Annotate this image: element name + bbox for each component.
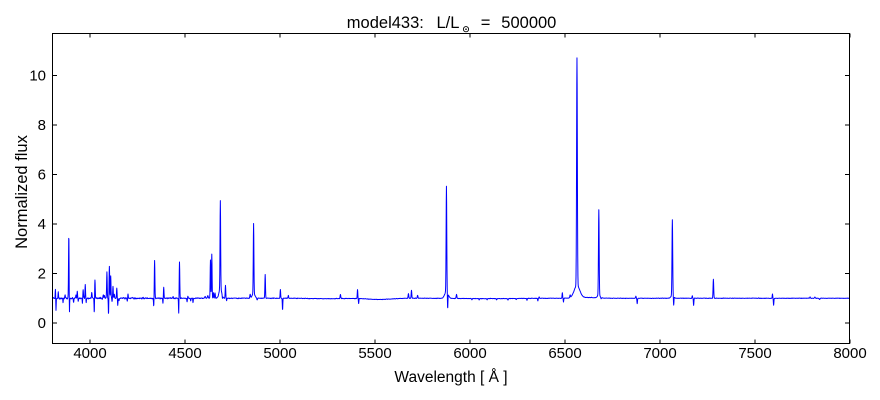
svg-text:model433:: model433:: [347, 14, 424, 32]
svg-text:500000: 500000: [501, 14, 556, 32]
svg-text:Wavelength [ Å ]: Wavelength [ Å ]: [394, 369, 507, 386]
svg-text:=: =: [481, 14, 491, 32]
svg-text:8000: 8000: [833, 345, 866, 362]
svg-text:4: 4: [38, 216, 46, 233]
svg-text:L/L: L/L: [437, 14, 460, 32]
svg-text:2: 2: [38, 266, 46, 283]
svg-text:4000: 4000: [73, 345, 106, 362]
svg-text:0: 0: [38, 315, 46, 332]
svg-text:10: 10: [29, 68, 46, 85]
svg-text:4500: 4500: [168, 345, 201, 362]
svg-text:6: 6: [38, 167, 46, 184]
svg-text:7000: 7000: [643, 345, 676, 362]
svg-text:8: 8: [38, 117, 46, 134]
svg-text:Normalized flux: Normalized flux: [13, 134, 31, 248]
svg-text:5000: 5000: [263, 345, 296, 362]
svg-text:5500: 5500: [358, 345, 391, 362]
svg-text:7500: 7500: [738, 345, 771, 362]
svg-text:6000: 6000: [453, 345, 486, 362]
svg-text:6500: 6500: [548, 345, 581, 362]
